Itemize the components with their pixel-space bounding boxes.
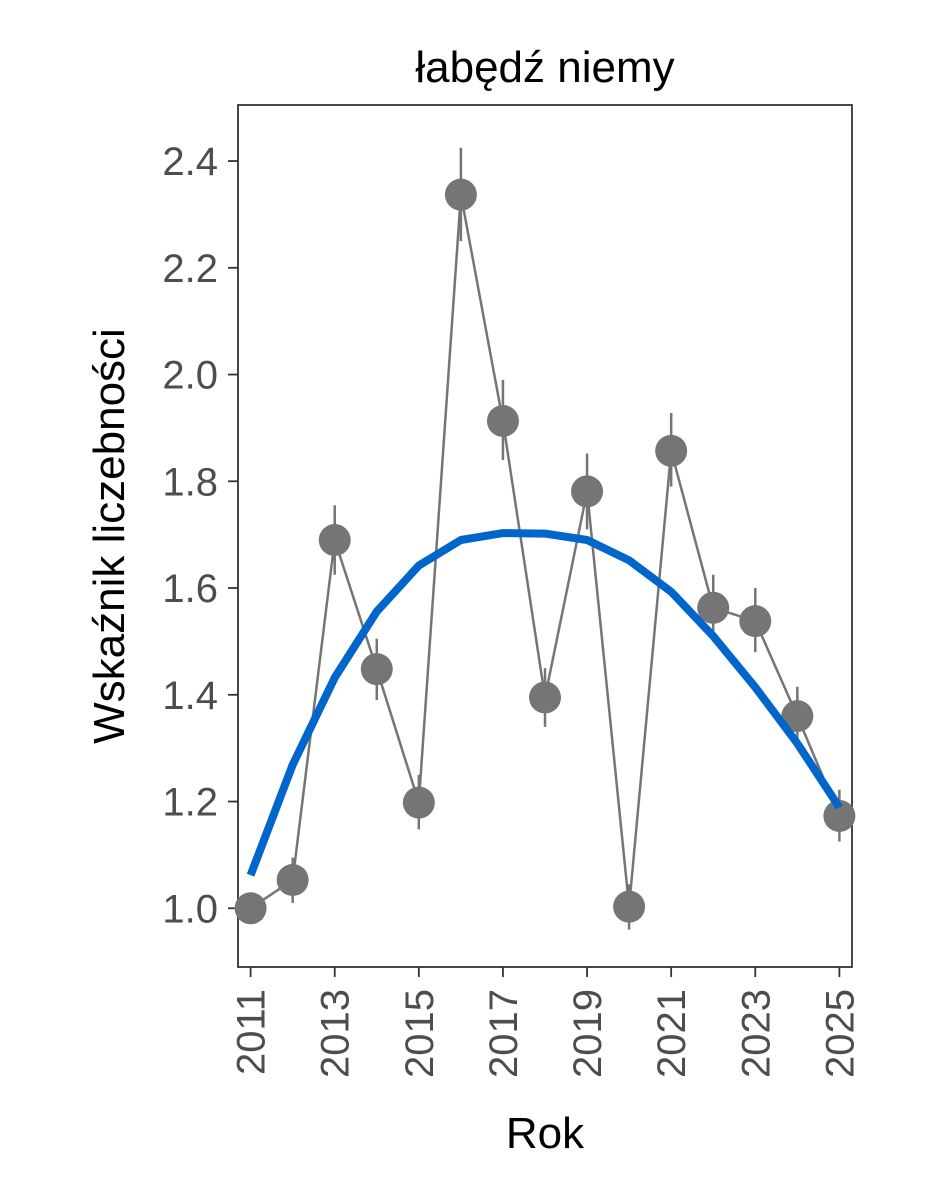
data-point (655, 434, 688, 467)
data-point (276, 863, 309, 896)
trend-series (246, 529, 843, 877)
x-tick-label: 2013 (314, 989, 358, 1078)
data-point (739, 605, 772, 638)
y-tick-label: 2.4 (162, 140, 218, 184)
data-point (571, 475, 604, 508)
data-point (360, 653, 393, 686)
y-tick-label: 2.0 (162, 354, 218, 398)
x-tick-label: 2025 (818, 989, 862, 1078)
data-point (697, 591, 730, 624)
data-point (402, 786, 435, 819)
x-tick-label: 2023 (734, 989, 778, 1078)
data-point (823, 799, 856, 832)
y-axis: 1.0 1.2 1.4 1.6 1.8 2.0 2.2 2.4 (162, 140, 238, 931)
plot-panel (237, 104, 853, 968)
y-tick-label: 2.2 (162, 247, 218, 291)
y-tick-label: 1.8 (162, 460, 218, 504)
x-tick-label: 2021 (650, 989, 694, 1078)
data-point (318, 524, 351, 557)
data-point (781, 700, 814, 733)
x-axis: 2011 2013 2015 2017 2019 2021 2023 2025 (230, 967, 862, 1078)
chart-title: łabędź niemy (415, 43, 674, 92)
data-point (613, 890, 646, 923)
data-point (486, 404, 519, 437)
x-axis-title: Rok (506, 1109, 585, 1158)
trend-curve (246, 529, 843, 877)
y-tick-label: 1.2 (162, 781, 218, 825)
data-point (234, 892, 267, 925)
x-tick-label: 2011 (230, 989, 274, 1075)
x-tick-label: 2017 (482, 989, 526, 1078)
index-series (234, 147, 856, 930)
x-tick-label: 2019 (566, 989, 610, 1078)
data-point (444, 178, 477, 211)
x-tick-label: 2015 (398, 989, 442, 1078)
y-axis-title: Wskaźnik liczebności (85, 328, 134, 744)
data-point (529, 681, 561, 714)
y-tick-label: 1.0 (162, 887, 218, 931)
y-tick-label: 1.4 (162, 674, 218, 718)
y-tick-label: 1.6 (162, 567, 218, 611)
